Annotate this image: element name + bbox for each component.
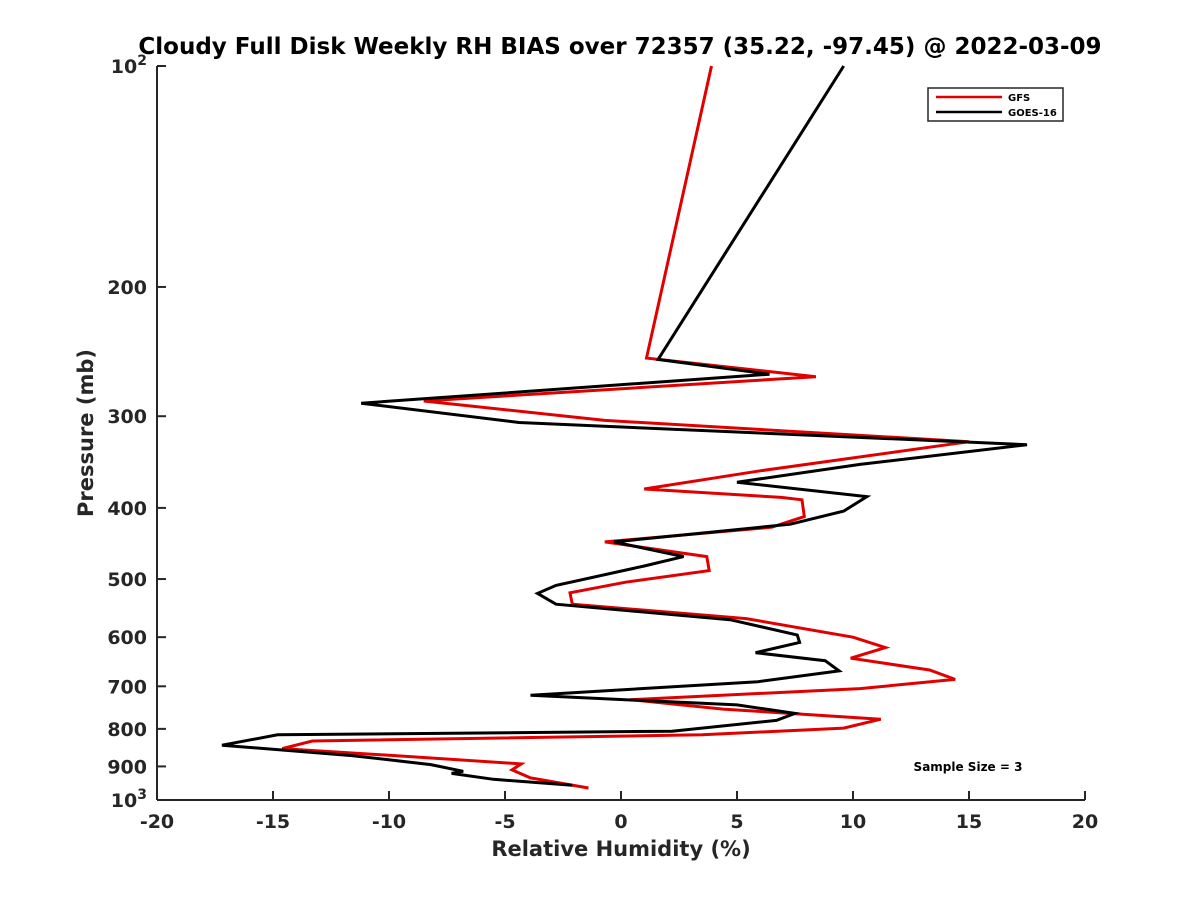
legend: GFS GOES-16 (927, 87, 1064, 122)
y-tick-label: 700 (107, 676, 147, 698)
x-tick-label: 5 (730, 811, 743, 833)
series-layer (221, 65, 1028, 790)
x-tick-label: -15 (256, 811, 290, 833)
y-tick-label: 600 (107, 627, 147, 649)
x-axis-label: Relative Humidity (%) (491, 837, 750, 861)
x-tick-label: 15 (956, 811, 982, 833)
legend-box (927, 87, 1064, 122)
x-tick-label: -10 (372, 811, 406, 833)
x-tick-label: -20 (140, 811, 174, 833)
x-tick-label: 10 (840, 811, 866, 833)
y-tick-label: 800 (107, 719, 147, 741)
x-tick-label: 20 (1072, 811, 1098, 833)
x-tick-label: 0 (614, 811, 627, 833)
y-tick-label: 300 (107, 406, 147, 428)
y-axis-label: Pressure (mb) (74, 349, 98, 517)
y-ticks: 102 200 300 400 500 600 700 800 900 103 (107, 53, 166, 812)
sample-size-annotation: Sample Size = 3 (914, 760, 1023, 774)
y-tick-label: 200 (107, 277, 147, 299)
y-tick-label: 500 (107, 569, 147, 591)
series-line-goes-16 (221, 65, 1028, 787)
x-ticks: -20 -15 -10 -5 0 5 10 15 20 (140, 791, 1098, 833)
legend-label: GFS (1008, 93, 1030, 104)
y-tick-label: 900 (107, 756, 147, 778)
chart-title: Cloudy Full Disk Weekly RH BIAS over 723… (138, 34, 1101, 60)
x-tick-label: -5 (494, 811, 515, 833)
legend-label: GOES-16 (1008, 108, 1057, 119)
y-tick-label: 103 (111, 787, 147, 812)
y-tick-label: 400 (107, 498, 147, 520)
y-tick-label: 102 (111, 53, 147, 78)
series-line-gfs (281, 65, 970, 790)
